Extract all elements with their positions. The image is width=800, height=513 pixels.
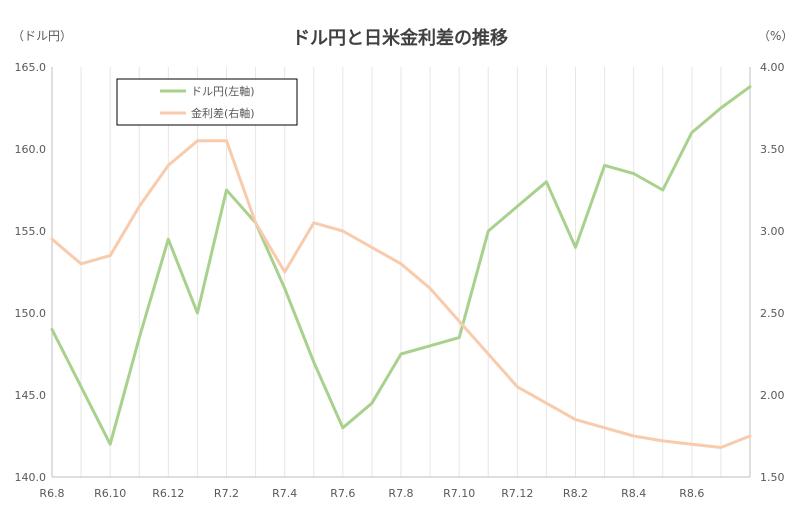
right-y-tick-label: 3.50: [760, 143, 785, 156]
x-tick-label: R6.10: [94, 487, 126, 500]
left-y-tick-label: 140.0: [15, 471, 47, 484]
left-y-tick-label: 165.0: [15, 61, 47, 74]
x-tick-label: R6.12: [152, 487, 184, 500]
left-y-tick-label: 160.0: [15, 143, 47, 156]
x-tick-label: R7.10: [443, 487, 475, 500]
right-axis-unit-label: （%）: [758, 29, 794, 43]
chart-title: ドル円と日米金利差の推移: [292, 28, 508, 49]
right-y-tick-label: 2.00: [760, 389, 785, 402]
right-y-tick-label: 1.50: [760, 471, 785, 484]
x-tick-label: R7.12: [501, 487, 533, 500]
x-tick-label: R7.6: [330, 487, 355, 500]
left-y-tick-label: 155.0: [15, 225, 47, 238]
right-y-tick-label: 2.50: [760, 307, 785, 320]
x-tick-label: R8.6: [679, 487, 704, 500]
x-tick-label: R8.4: [621, 487, 646, 500]
x-tick-label: R8.2: [563, 487, 588, 500]
left-y-tick-label: 145.0: [15, 389, 47, 402]
left-y-tick-label: 150.0: [15, 307, 47, 320]
usd-jpy-series-line: [50, 85, 752, 446]
x-tick-label: R7.4: [272, 487, 297, 500]
x-tick-label: R6.8: [39, 487, 64, 500]
x-tick-label: R7.2: [214, 487, 239, 500]
right-y-tick-label: 3.00: [760, 225, 785, 238]
rate-spread-series-line: [50, 139, 752, 449]
left-axis-unit-label: （ドル円）: [12, 29, 73, 43]
legend-label-rate-spread: 金利差(右軸): [191, 106, 255, 120]
right-y-tick-label: 4.00: [760, 61, 785, 74]
x-tick-label: R7.8: [388, 487, 413, 500]
legend-label-usd-jpy: ドル円(左軸): [191, 84, 255, 98]
legend-box: [116, 78, 298, 126]
